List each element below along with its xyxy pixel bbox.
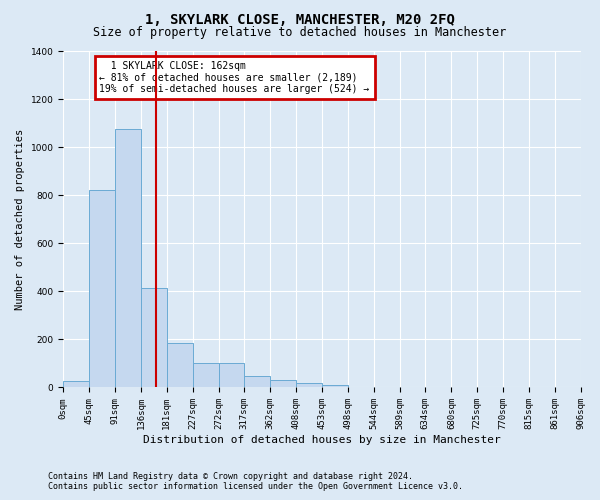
Bar xyxy=(167,343,193,388)
Bar xyxy=(270,380,296,388)
Bar xyxy=(322,385,347,388)
Bar xyxy=(89,190,115,388)
Y-axis label: Number of detached properties: Number of detached properties xyxy=(15,128,25,310)
Bar xyxy=(115,129,141,388)
Bar xyxy=(218,364,244,388)
Bar xyxy=(244,376,270,388)
Text: Contains public sector information licensed under the Open Government Licence v3: Contains public sector information licen… xyxy=(48,482,463,491)
Bar xyxy=(63,382,89,388)
X-axis label: Distribution of detached houses by size in Manchester: Distribution of detached houses by size … xyxy=(143,435,501,445)
Text: Size of property relative to detached houses in Manchester: Size of property relative to detached ho… xyxy=(94,26,506,39)
Bar xyxy=(141,288,167,388)
Bar xyxy=(193,364,218,388)
Text: Contains HM Land Registry data © Crown copyright and database right 2024.: Contains HM Land Registry data © Crown c… xyxy=(48,472,413,481)
Text: 1, SKYLARK CLOSE, MANCHESTER, M20 2FQ: 1, SKYLARK CLOSE, MANCHESTER, M20 2FQ xyxy=(145,12,455,26)
Bar xyxy=(296,382,322,388)
Text: 1 SKYLARK CLOSE: 162sqm
← 81% of detached houses are smaller (2,189)
19% of semi: 1 SKYLARK CLOSE: 162sqm ← 81% of detache… xyxy=(100,61,370,94)
